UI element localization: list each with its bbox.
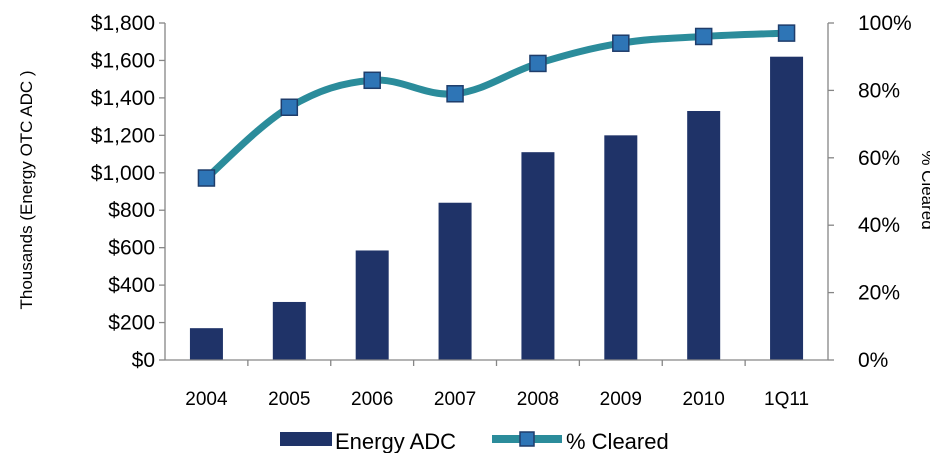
legend-swatch-cleared-marker (519, 431, 535, 447)
x-tick-label: 2008 (517, 389, 559, 410)
right-tick-label: 40% (858, 214, 900, 237)
x-axis-ticks: 2004 2005 2006 2007 2008 2009 2010 1Q11 (185, 360, 809, 410)
left-tick-label: $1,000 (91, 162, 155, 185)
legend-label-cleared: % Cleared (566, 429, 669, 453)
cleared-marker-1q11 (777, 24, 796, 42)
y2-axis-title: % Cleared (918, 150, 930, 229)
left-axis-ticks: $0 $200 $400 $600 $800 $1,000 $1,200 $1,400 $1,6… (91, 12, 165, 372)
left-tick-label: $400 (108, 274, 155, 297)
x-tick-label: 2009 (600, 389, 642, 410)
axes (164, 23, 829, 361)
x-tick-label: 2006 (351, 389, 393, 410)
bar-2005 (272, 301, 306, 360)
cleared-marker-2010 (694, 27, 713, 46)
cleared-marker-2005 (280, 98, 299, 116)
right-tick-label: 60% (858, 147, 900, 170)
bar-2009 (604, 135, 638, 360)
bar-2010 (687, 110, 721, 360)
bar-1q11 (770, 56, 804, 360)
x-tick-label: 1Q11 (764, 389, 809, 410)
left-tick-label: $1,800 (91, 12, 155, 35)
x-tick-label: 2004 (185, 389, 228, 410)
right-tick-label: 20% (858, 282, 900, 305)
right-axis-ticks: 0% 20% 40% 60% 80% 100% (828, 12, 912, 372)
right-tick-label: 80% (858, 79, 900, 102)
bar-2006 (355, 250, 389, 360)
left-tick-label: $600 (108, 237, 155, 260)
left-tick-label: $1,200 (91, 124, 155, 147)
cleared-marker-2006 (363, 71, 381, 90)
right-tick-label: 100% (858, 12, 912, 35)
left-tick-label: $0 (132, 349, 155, 372)
line-series-cleared (197, 24, 796, 187)
x-tick-label: 2007 (434, 389, 476, 410)
left-tick-label: $800 (108, 199, 155, 222)
legend: Energy ADC % Cleared (280, 429, 669, 453)
bar-2004 (189, 328, 223, 360)
left-tick-label: $1,600 (91, 49, 155, 72)
cleared-marker-2004 (197, 169, 216, 187)
cleared-marker-2007 (446, 85, 464, 103)
bar-series-energy-adc (189, 56, 804, 360)
x-tick-label: 2010 (683, 389, 725, 410)
cleared-marker-2008 (529, 54, 547, 73)
legend-label-energy-adc: Energy ADC (335, 429, 456, 453)
cleared-marker-2009 (612, 34, 630, 52)
y-axis-title: Thousands (Energy OTC ADC ) (17, 70, 36, 309)
bar-2007 (438, 202, 472, 360)
right-tick-label: 0% (858, 349, 888, 372)
left-tick-label: $1,400 (91, 87, 155, 110)
bar-2008 (521, 152, 555, 360)
left-tick-label: $200 (108, 312, 155, 335)
legend-swatch-energy-adc (280, 432, 332, 446)
x-tick-label: 2005 (268, 389, 310, 410)
